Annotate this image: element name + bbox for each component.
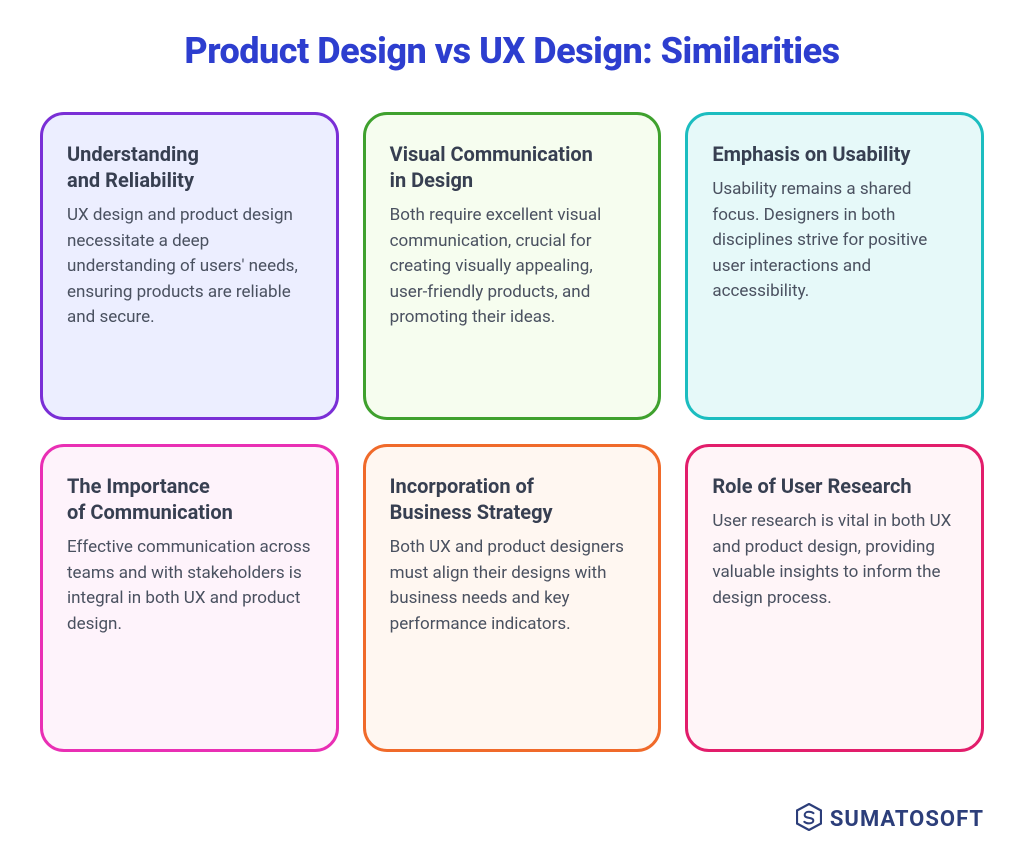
card-body: Both UX and product designers must align…: [390, 535, 635, 637]
card-title: Incorporation of Business Strategy: [390, 473, 635, 525]
card-business-strategy: Incorporation of Business Strategy Both …: [363, 444, 662, 752]
card-understanding-reliability: Understanding and Reliability UX design …: [40, 112, 339, 420]
card-user-research: Role of User Research User research is v…: [685, 444, 984, 752]
card-title: Understanding and Reliability: [67, 141, 312, 193]
brand-logo: SUMATOSOFT: [796, 803, 984, 835]
card-title: Role of User Research: [712, 473, 957, 499]
card-title: The Importance of Communication: [67, 473, 312, 525]
page-title: Product Design vs UX Design: Similaritie…: [40, 30, 984, 72]
cards-grid: Understanding and Reliability UX design …: [40, 112, 984, 752]
card-body: Both require excellent visual communicat…: [390, 203, 635, 331]
card-body: Usability remains a shared focus. Design…: [712, 177, 957, 305]
brand-name: SUMATOSOFT: [830, 807, 984, 832]
card-title: Emphasis on Usability: [712, 141, 957, 167]
card-body: Effective communication across teams and…: [67, 535, 312, 637]
hexagon-s-icon: [796, 803, 822, 835]
card-emphasis-usability: Emphasis on Usability Usability remains …: [685, 112, 984, 420]
card-visual-communication: Visual Communication in Design Both requ…: [363, 112, 662, 420]
card-body: UX design and product design necessitate…: [67, 203, 312, 331]
card-body: User research is vital in both UX and pr…: [712, 509, 957, 611]
card-importance-communication: The Importance of Communication Effectiv…: [40, 444, 339, 752]
card-title: Visual Communication in Design: [390, 141, 635, 193]
